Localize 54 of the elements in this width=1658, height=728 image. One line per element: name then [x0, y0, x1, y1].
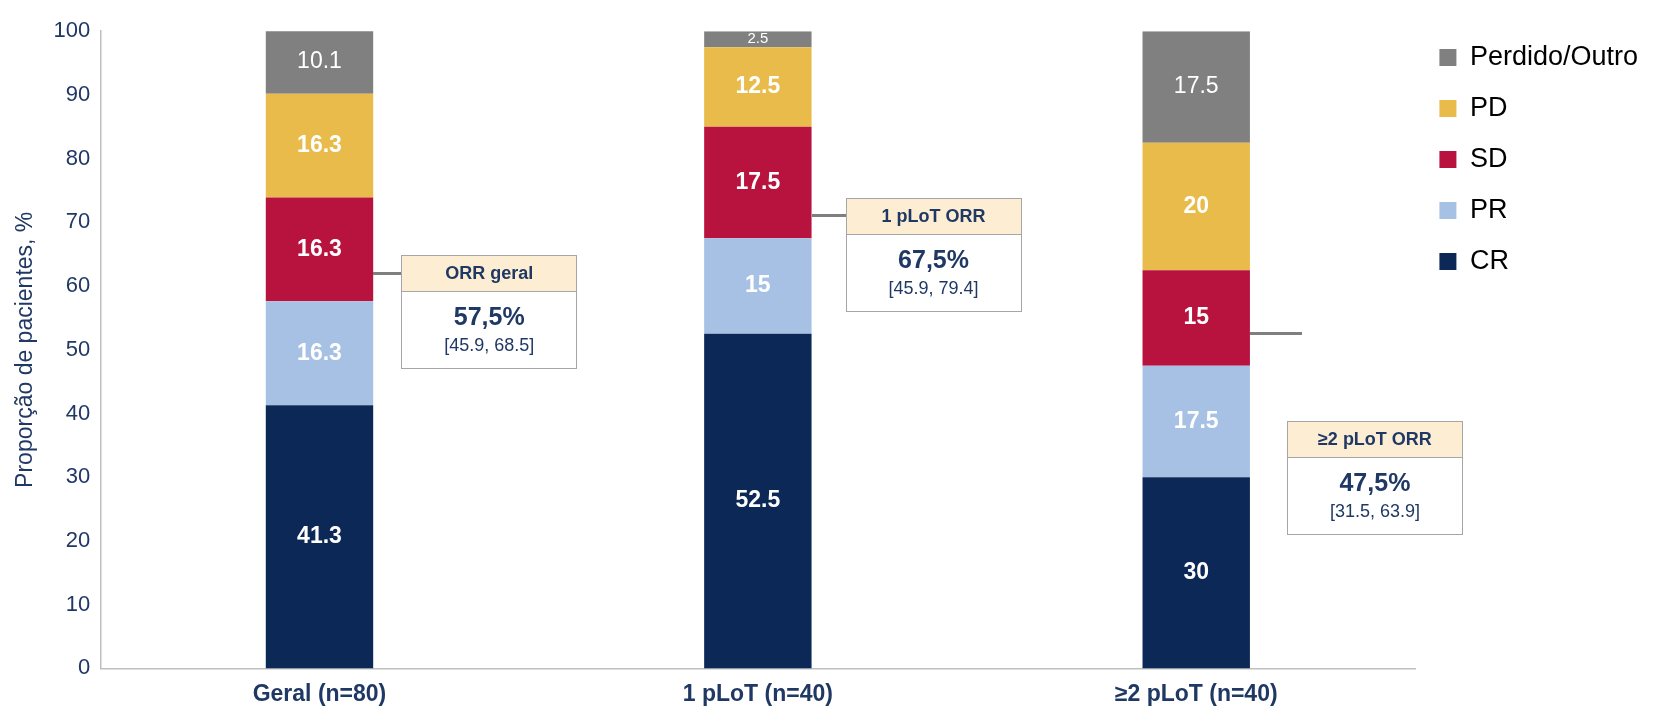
y-tick-label: 0	[78, 654, 91, 680]
bar	[704, 47, 812, 127]
callout-box: ≥2 pLoT ORR 47,5% [31.5, 63.9]	[1286, 420, 1463, 535]
data-label: 15	[745, 271, 771, 298]
y-tick-label: 50	[65, 335, 91, 361]
bar	[1142, 365, 1250, 478]
data-label: 10.1	[297, 46, 342, 73]
bar	[265, 93, 374, 198]
bar	[1142, 270, 1250, 366]
y-tick-label: 20	[65, 527, 91, 553]
data-label: 2.5	[747, 29, 769, 47]
annotation: 1 pLoT ORR 67,5% [45.9, 79.4]	[880, 205, 987, 300]
callout-box: ORR geral 57,5% [45.9, 68.5]	[401, 255, 578, 370]
bar	[704, 333, 812, 669]
data-label: 30	[1183, 558, 1210, 585]
data-label: 16.3	[297, 234, 342, 261]
x-tick-label: Geral (n=80)	[252, 679, 387, 706]
bar	[704, 126, 812, 239]
bar	[1142, 142, 1250, 271]
bar	[265, 301, 374, 406]
x-tick-label: 1 pLoT (n=40)	[682, 679, 833, 706]
y-tick-label: 90	[65, 80, 91, 106]
bar	[1142, 31, 1250, 143]
data-label: 16.3	[297, 338, 342, 365]
y-tick-label: 10	[65, 590, 91, 616]
legend-label: PR	[1469, 193, 1508, 224]
bar	[265, 405, 374, 669]
x-tick-label: ≥2 pLoT (n=40)	[1114, 679, 1278, 706]
data-label: 17.5	[735, 167, 781, 194]
callout-box: 1 pLoT ORR 67,5% [45.9, 79.4]	[845, 198, 1022, 312]
legend-label: CR	[1469, 244, 1509, 275]
legend-label: SD	[1469, 142, 1508, 173]
y-tick-label: 100	[53, 17, 91, 43]
data-label: 15	[1183, 303, 1210, 330]
y-tick-label: 80	[65, 144, 91, 170]
data-label: 17.5	[1173, 406, 1219, 433]
annotation: ORR geral 57,5% [45.9, 68.5]	[443, 262, 536, 358]
data-label: 12.5	[735, 72, 781, 99]
data-label: 41.3	[297, 522, 342, 549]
data-label: 17.5	[1173, 72, 1219, 99]
bar	[1142, 477, 1250, 669]
y-axis-title: Proporção de pacientes, %	[11, 211, 38, 488]
legend-label: Perdido/Outro	[1469, 40, 1638, 71]
y-tick-label: 40	[65, 399, 91, 425]
legend-label: PD	[1469, 91, 1508, 122]
bar	[265, 197, 374, 302]
y-tick-label: 30	[65, 463, 91, 489]
y-tick-label: 70	[65, 208, 91, 234]
y-tick-label: 60	[65, 272, 91, 298]
annotation: ≥2 pLoT ORR 47,5% [31.5, 63.9]	[1317, 427, 1433, 523]
data-label: 20	[1183, 191, 1210, 218]
data-label: 52.5	[735, 486, 781, 513]
bar	[704, 238, 812, 334]
data-label: 16.3	[297, 130, 342, 157]
